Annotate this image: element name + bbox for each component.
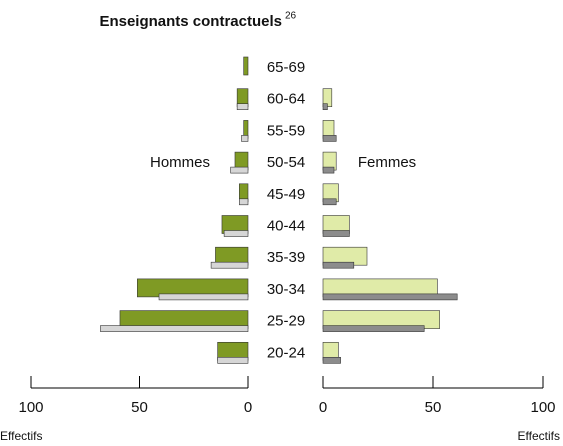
x-axis-label: Effectifs [0, 429, 42, 443]
bar [217, 356, 249, 364]
bar [158, 293, 249, 301]
bar [239, 198, 249, 206]
bar [322, 261, 355, 269]
chart-title: Enseignants contractuels [99, 13, 282, 30]
age-label: 55-59 [267, 122, 305, 139]
group-label: Femmes [358, 154, 416, 171]
age-label: 50-54 [267, 154, 305, 171]
title-note: 26 [285, 11, 297, 22]
group-label: Hommes [150, 154, 210, 171]
age-label: 20-24 [267, 344, 305, 361]
bar [322, 293, 458, 301]
bar [322, 356, 341, 364]
bar [322, 135, 337, 142]
bar [223, 230, 249, 237]
x-tick-label: 100 [530, 399, 555, 416]
bar [100, 325, 249, 332]
bar [322, 230, 350, 237]
age-label: 65-69 [267, 59, 305, 76]
bar [322, 198, 337, 206]
age-label: 45-49 [267, 186, 305, 203]
bar [243, 56, 249, 76]
x-axis-label: Effectifs [518, 429, 560, 443]
bar [322, 103, 328, 110]
bar [210, 261, 249, 269]
x-tick-label: 0 [319, 399, 327, 416]
age-label: 60-64 [267, 91, 305, 108]
age-label: 35-39 [267, 249, 305, 266]
bar [322, 166, 335, 174]
age-label: 40-44 [267, 217, 305, 234]
x-tick-label: 50 [131, 399, 148, 416]
x-tick-label: 0 [244, 399, 252, 416]
bar [322, 325, 425, 332]
bar [241, 135, 249, 142]
x-tick-label: 50 [425, 399, 442, 416]
bar [236, 103, 249, 110]
age-label: 25-29 [267, 313, 305, 330]
age-label: 30-34 [267, 281, 305, 298]
bar [230, 166, 249, 174]
x-tick-label: 100 [18, 399, 43, 416]
